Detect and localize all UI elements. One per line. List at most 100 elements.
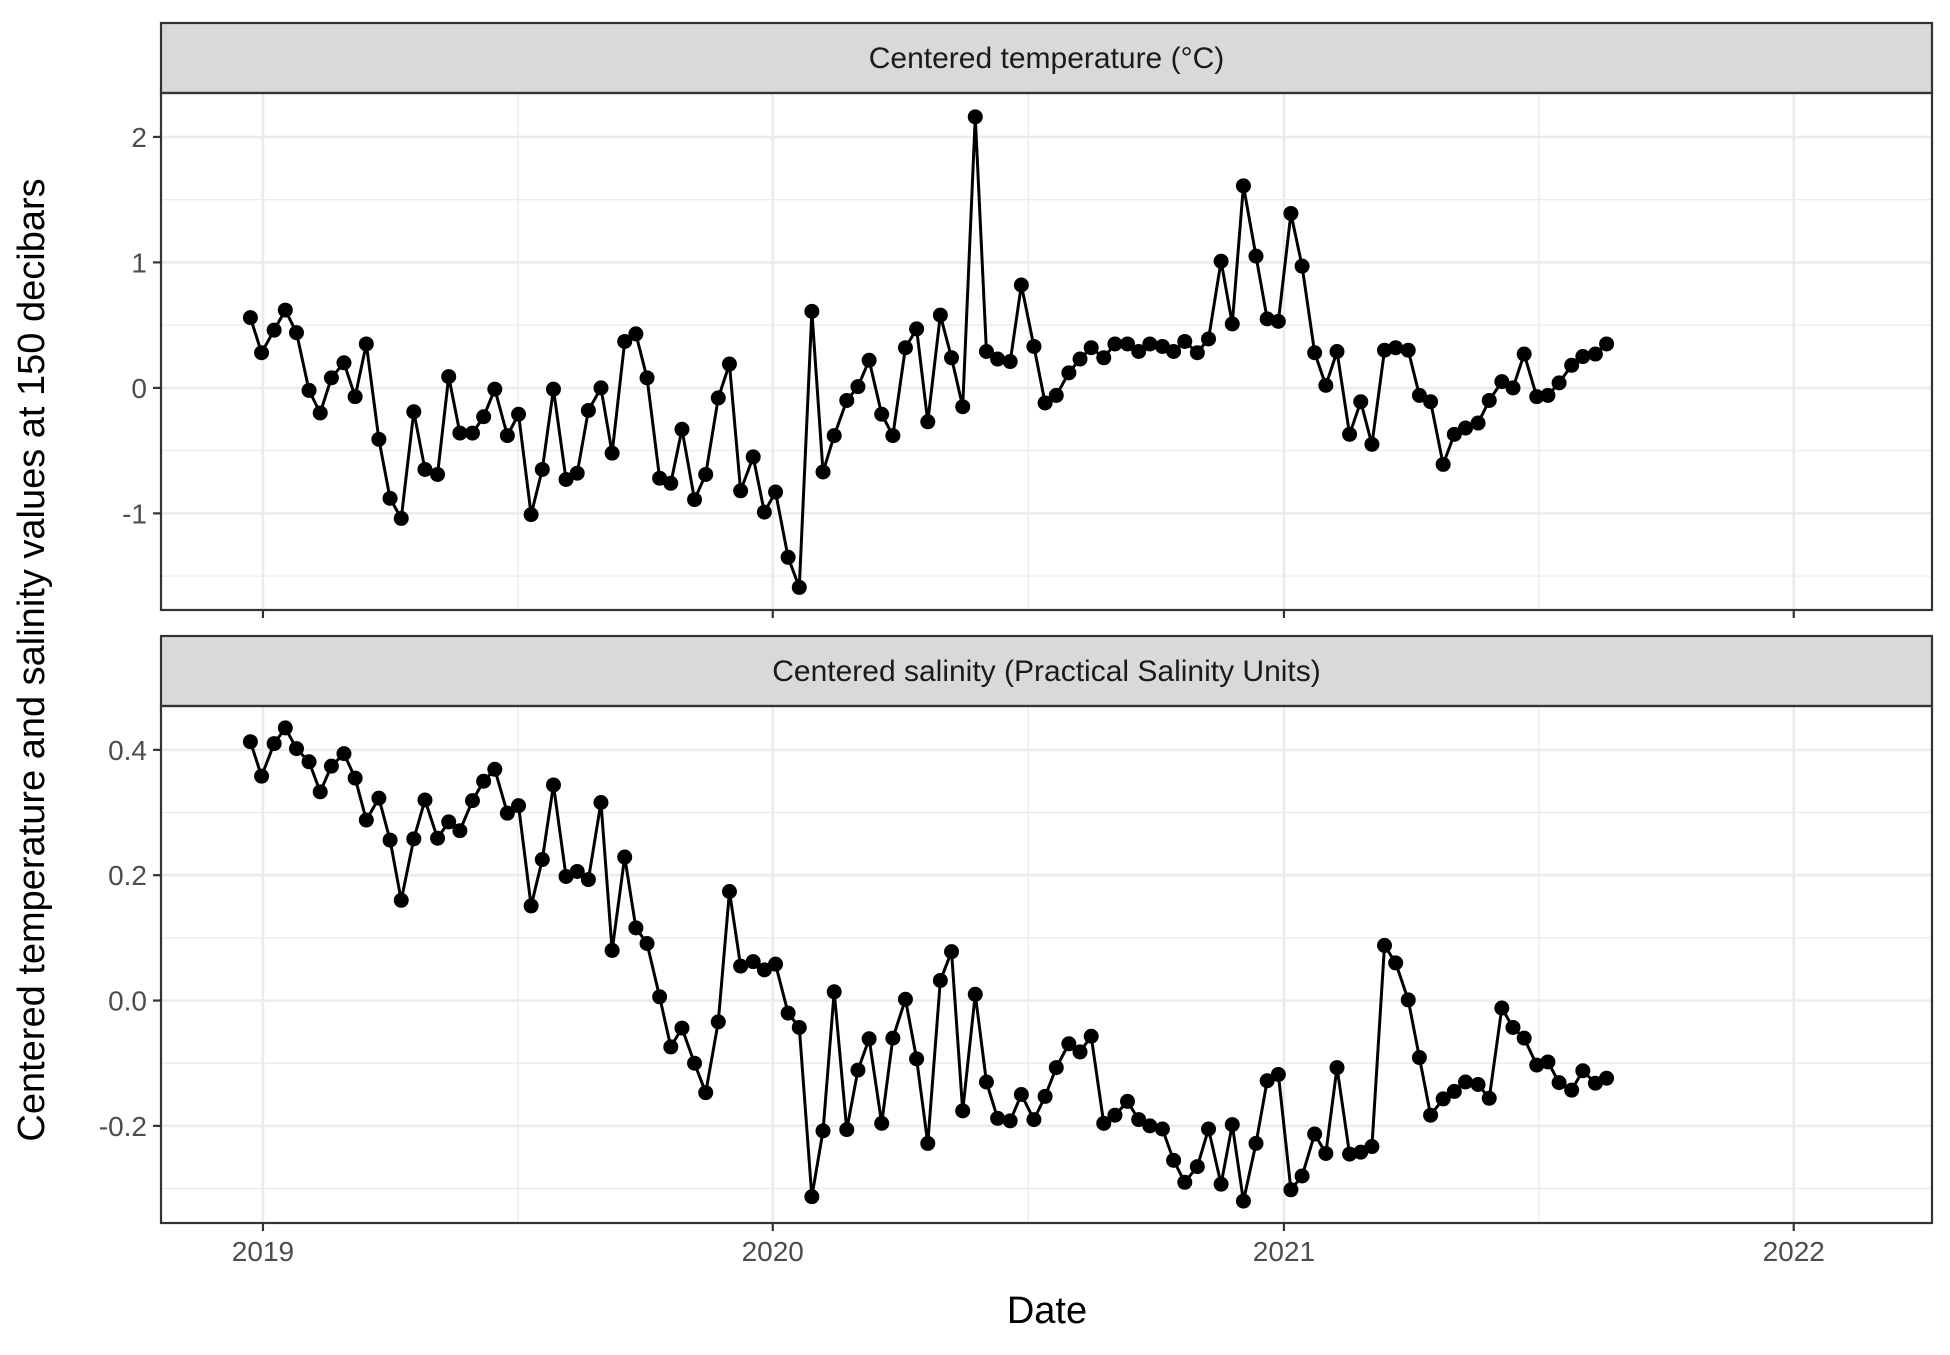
x-tick-label: 2020 <box>742 1236 804 1267</box>
data-point <box>1540 1054 1556 1070</box>
data-point <box>1037 395 1053 411</box>
data-point <box>1329 344 1345 359</box>
data-point <box>639 936 655 952</box>
y-tick-label: 0 <box>131 373 147 404</box>
data-point <box>393 892 409 908</box>
data-point <box>1481 392 1497 408</box>
data-point <box>756 962 772 978</box>
data-point <box>768 956 784 972</box>
data-point <box>687 492 703 508</box>
data-point <box>558 868 574 884</box>
data-point <box>721 356 737 372</box>
data-point <box>663 1039 679 1055</box>
data-point <box>580 402 596 418</box>
data-point <box>1411 387 1427 403</box>
data-point <box>1423 394 1439 410</box>
data-point <box>791 1019 807 1035</box>
data-point <box>955 1103 971 1119</box>
data-point <box>1154 338 1170 354</box>
data-point <box>1353 1144 1369 1160</box>
data-point <box>1072 1044 1088 1060</box>
data-point <box>1177 333 1193 349</box>
data-point <box>1564 1082 1580 1098</box>
data-point <box>1564 357 1580 373</box>
data-point <box>323 758 339 774</box>
y-tick-label: 1 <box>131 247 147 278</box>
data-point <box>1435 456 1451 472</box>
data-point <box>1166 1152 1182 1168</box>
data-point <box>1470 1077 1486 1093</box>
data-points <box>242 720 1615 1209</box>
data-point <box>721 883 737 899</box>
data-point <box>464 793 480 809</box>
data-point <box>920 1135 936 1151</box>
data-point <box>254 768 270 784</box>
data-point <box>1235 1193 1251 1209</box>
data-point <box>920 414 936 430</box>
data-point <box>604 942 620 958</box>
data-point <box>652 470 668 486</box>
data-point <box>569 465 585 481</box>
data-point <box>1107 336 1123 352</box>
panel-border <box>159 91 1934 612</box>
data-point <box>499 428 515 444</box>
data-point <box>639 370 655 386</box>
data-point <box>1213 253 1229 269</box>
data-point <box>978 1074 994 1090</box>
data-point <box>288 741 304 757</box>
data-point <box>277 302 293 318</box>
data-point <box>1201 1121 1217 1137</box>
data-point <box>617 849 633 865</box>
data-point <box>242 310 258 326</box>
data-point <box>487 761 503 777</box>
panel-background <box>161 93 1932 610</box>
data-point <box>1364 436 1380 452</box>
data-point <box>242 734 258 750</box>
data-point <box>687 1055 703 1071</box>
data-point <box>1318 377 1334 393</box>
data-point <box>1283 1182 1299 1198</box>
data-point <box>1120 1093 1136 1109</box>
data-point <box>874 1115 890 1131</box>
y-tick-label: 0.0 <box>108 986 147 1017</box>
data-point <box>978 344 994 359</box>
data-point <box>266 736 282 752</box>
data-point <box>406 831 422 847</box>
data-point <box>1224 316 1240 332</box>
data-point <box>839 1122 855 1138</box>
data-points <box>242 109 1615 595</box>
data-point <box>1002 354 1018 370</box>
y-tick-label: -0.2 <box>99 1111 147 1142</box>
data-point <box>628 326 644 342</box>
data-point <box>1575 1063 1591 1079</box>
data-point <box>710 390 726 406</box>
data-point <box>932 972 948 988</box>
data-point <box>534 852 550 868</box>
data-point <box>815 1123 831 1139</box>
data-point <box>897 340 913 356</box>
data-point <box>1494 374 1510 390</box>
data-point <box>1411 1050 1427 1066</box>
data-point <box>1154 1121 1170 1137</box>
data-point <box>382 832 398 848</box>
panel-border <box>159 704 1934 1225</box>
data-point <box>1002 1113 1018 1129</box>
data-point <box>1505 1019 1521 1035</box>
data-point <box>780 1005 796 1021</box>
data-point <box>1072 351 1088 367</box>
data-point <box>452 425 468 441</box>
data-point <box>804 303 820 319</box>
data-point <box>1458 420 1474 436</box>
data-point <box>1294 1168 1310 1184</box>
data-point <box>1294 258 1310 274</box>
data-point <box>885 1030 901 1046</box>
grid-lines <box>161 706 1932 1223</box>
data-point <box>569 863 585 879</box>
data-point <box>1342 1146 1358 1162</box>
y-axis-title: Centered temperature and salinity values… <box>11 178 53 1141</box>
data-point <box>1061 1036 1077 1052</box>
data-point <box>1166 344 1182 359</box>
data-point <box>850 1062 866 1078</box>
